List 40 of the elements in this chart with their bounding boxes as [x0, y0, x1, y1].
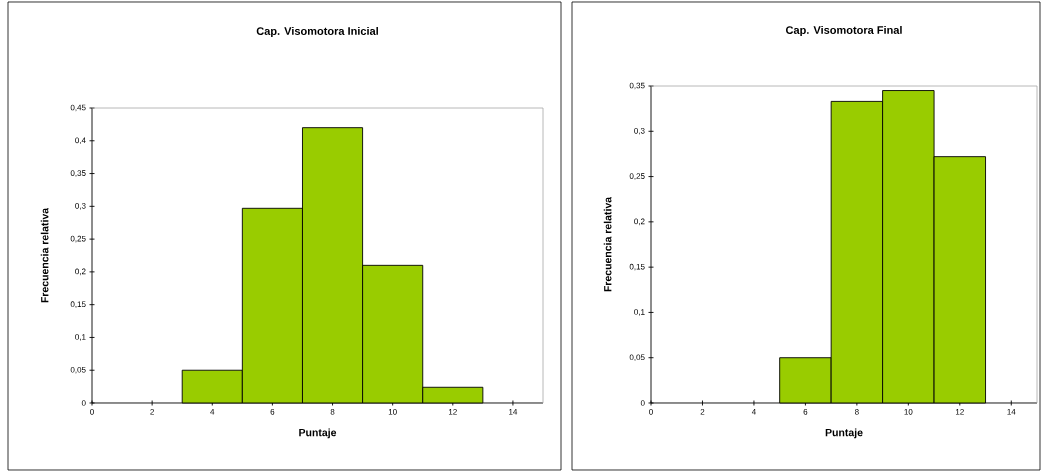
y-tick-label: 0,2 [75, 268, 86, 276]
x-tick-label: 4 [210, 409, 215, 415]
x-tick-label: 8 [855, 409, 859, 415]
y-tick-label: 0,05 [70, 366, 86, 374]
y-tick-label: 0,35 [629, 82, 645, 90]
x-tick-label: 6 [270, 409, 275, 415]
x-tick-label: 6 [803, 409, 808, 415]
y-axis-title: Frecuencia relativa [40, 207, 49, 303]
y-tick-label: 0,3 [75, 203, 86, 210]
x-tick-label: 14 [1007, 409, 1016, 415]
y-tick-label: 0,4 [75, 137, 86, 145]
y-tick-label: 0,35 [70, 170, 86, 177]
y-tick-label: 0 [81, 400, 86, 406]
y-tick-label: 0,3 [634, 127, 645, 135]
x-tick-label: 0 [649, 409, 653, 415]
y-tick-label: 0 [640, 400, 645, 406]
x-tick-label: 2 [150, 409, 154, 415]
x-tick-label: 12 [955, 409, 964, 415]
y-tick-label: 0,25 [629, 173, 645, 180]
x-tick-label: 14 [509, 409, 518, 415]
x-tick-label: 2 [700, 409, 705, 415]
x-tick-label: 10 [388, 409, 397, 415]
y-tick-label: 0,15 [70, 301, 86, 308]
y-axis-title: Frecuencia relativa [603, 196, 612, 292]
chart-title: Cap. Visomotora Final [785, 25, 902, 37]
x-tick-label: 0 [90, 409, 94, 415]
y-tick-label: 0,05 [629, 354, 645, 362]
y-tick-label: 0,1 [634, 309, 645, 316]
x-axis-title: Puntaje [825, 428, 863, 439]
y-tick-label: 0,45 [70, 104, 86, 112]
y-tick-label: 0,25 [70, 235, 86, 243]
y-tick-label: 0,1 [75, 334, 86, 341]
chart-title: Cap. Visomotora Inicial [256, 26, 378, 38]
x-tick-label: 4 [751, 409, 756, 415]
y-tick-label: 0,2 [634, 218, 645, 226]
x-axis-title: Puntaje [299, 428, 337, 439]
x-tick-label: 12 [448, 409, 457, 415]
y-tick-label: 0,15 [629, 263, 645, 271]
x-tick-label: 8 [330, 409, 335, 415]
x-tick-label: 10 [904, 409, 913, 415]
